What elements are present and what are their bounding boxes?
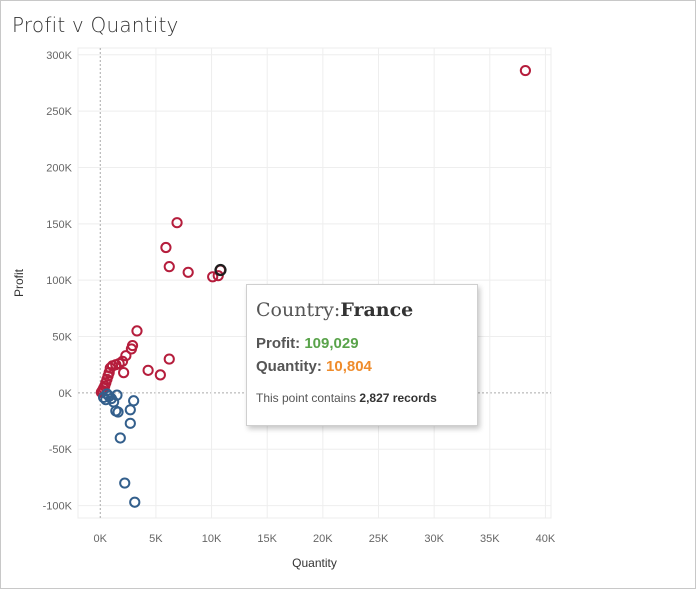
x-tick-label: 35K xyxy=(480,533,500,545)
data-point[interactable] xyxy=(129,496,141,508)
data-point[interactable] xyxy=(131,325,143,337)
chart-title: Profit v Quantity xyxy=(12,13,179,37)
tooltip-profit-row: Profit: 109,029 xyxy=(256,335,359,352)
data-point[interactable] xyxy=(111,389,123,401)
y-tick-label: 250K xyxy=(46,106,72,118)
data-point[interactable] xyxy=(110,405,122,417)
data-point[interactable] xyxy=(118,367,130,379)
highlighted-point[interactable] xyxy=(214,263,227,277)
tooltip-records-value: 2,827 records xyxy=(359,391,437,405)
tooltip-quantity-label: Quantity: xyxy=(256,358,322,375)
x-tick-label: 30K xyxy=(424,533,444,545)
x-tick-label: 20K xyxy=(313,533,333,545)
axes: -100K -50K 0K 50K 100K 150K 200K 250K 300K 0K 5K 10… xyxy=(43,50,556,545)
y-tick-label: 150K xyxy=(46,219,72,231)
tooltip-records-prefix: This point contains xyxy=(256,391,357,405)
data-point[interactable] xyxy=(124,404,136,416)
data-point[interactable] xyxy=(97,391,110,404)
data-point[interactable] xyxy=(114,432,126,444)
x-axis-label: Quantity xyxy=(292,556,337,570)
x-tick-label: 0K xyxy=(94,533,108,545)
x-tick-label: 25K xyxy=(369,533,389,545)
tooltip-quantity-value: 10,804 xyxy=(326,358,372,375)
tooltip-country-label: Country: xyxy=(256,299,341,321)
data-point[interactable] xyxy=(212,270,224,282)
tooltip-country-value: France xyxy=(340,299,414,321)
data-point[interactable] xyxy=(519,64,532,77)
grid xyxy=(77,47,552,519)
data-point[interactable] xyxy=(207,271,219,283)
data-points[interactable] xyxy=(95,64,532,508)
data-point[interactable] xyxy=(142,364,154,376)
data-point[interactable] xyxy=(160,241,172,254)
y-tick-label: 300K xyxy=(46,50,72,62)
data-point[interactable] xyxy=(125,343,138,355)
y-tick-label: 100K xyxy=(46,275,72,287)
tooltip-header: Country:France xyxy=(256,299,413,321)
x-tick-label: 10K xyxy=(202,533,222,545)
data-point[interactable] xyxy=(163,353,175,365)
tooltip: Country:France Profit: 109,029 Quantity:… xyxy=(246,284,478,426)
y-tick-label: 0K xyxy=(59,388,73,400)
y-tick-label: -100K xyxy=(43,501,73,513)
data-point[interactable] xyxy=(128,395,140,407)
y-axis-label: Profit xyxy=(12,268,26,297)
tooltip-profit-label: Profit: xyxy=(256,335,301,352)
y-tick-label: 50K xyxy=(52,332,72,344)
x-tick-label: 40K xyxy=(536,533,556,545)
tooltip-profit-value: 109,029 xyxy=(304,335,359,352)
x-tick-label: 15K xyxy=(257,533,277,545)
tooltip-quantity-row: Quantity: 10,804 xyxy=(256,358,372,375)
data-point[interactable] xyxy=(124,417,136,429)
y-tick-label: -50K xyxy=(49,444,73,456)
x-tick-label: 5K xyxy=(149,533,163,545)
plot-area xyxy=(77,47,552,519)
data-point[interactable] xyxy=(171,217,183,229)
data-point[interactable] xyxy=(119,477,131,489)
data-point[interactable] xyxy=(182,266,194,278)
data-point[interactable] xyxy=(120,350,132,362)
tooltip-records: This point contains 2,827 records xyxy=(256,391,437,405)
y-tick-label: 200K xyxy=(46,162,72,174)
data-point[interactable] xyxy=(154,369,166,381)
data-point[interactable] xyxy=(163,261,175,273)
data-point[interactable] xyxy=(100,394,112,406)
